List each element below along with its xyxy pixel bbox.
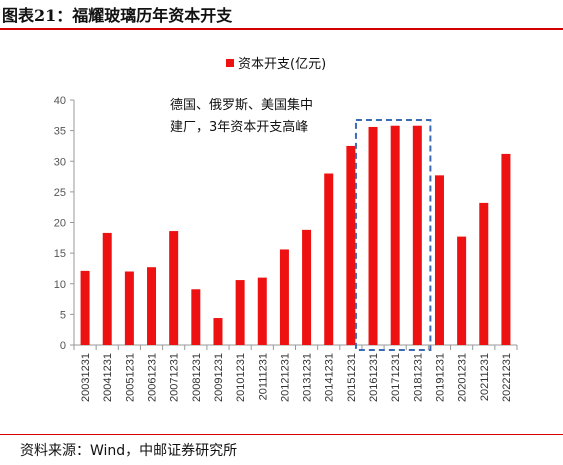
x-tick-label: 20181231 (412, 353, 424, 402)
bar (257, 277, 267, 345)
x-tick-label: 20161231 (368, 353, 380, 402)
source-note: 资料来源：Wind，中邮证券研究所 (20, 443, 238, 459)
x-tick-label: 20141231 (324, 353, 336, 402)
bar (235, 280, 245, 345)
x-tick-label: 20171231 (390, 353, 402, 402)
bar (147, 267, 157, 345)
annotation-line-2: 建厂，3年资本开支高峰 (170, 119, 308, 135)
x-tick-label: 20201231 (457, 353, 469, 402)
x-axis: 20031231 20041231 20051231 20061231 20071231… (73, 344, 518, 402)
x-tick-label: 20101231 (235, 353, 247, 402)
y-tick-label: 25 (54, 187, 66, 199)
legend-label: 资本开支(亿元) (238, 57, 326, 72)
y-tick-label: 5 (60, 309, 66, 321)
x-tick-label: 20191231 (434, 353, 446, 402)
bar (390, 125, 400, 345)
x-tick-label: 20081231 (191, 353, 203, 402)
bar (279, 249, 289, 345)
x-tick-label: 20051231 (124, 353, 136, 402)
annotation-line-1: 德国、俄罗斯、美国集中 (170, 97, 313, 113)
bar (191, 289, 201, 345)
y-tick-label: 35 (54, 126, 66, 138)
highlight-box (354, 119, 432, 351)
bar (124, 271, 134, 345)
legend-swatch (226, 59, 234, 67)
y-tick-label: 0 (60, 340, 66, 352)
bar (368, 126, 378, 345)
y-tick-label: 15 (54, 248, 66, 260)
x-tick-label: 20221231 (501, 353, 513, 402)
bar (169, 231, 179, 345)
figure-title: 图表21：福耀玻璃历年资本开支 (2, 6, 233, 25)
y-tick-label: 30 (54, 156, 66, 168)
bar (80, 270, 90, 345)
bar (346, 145, 356, 345)
bar (302, 229, 312, 345)
x-tick-label: 20061231 (147, 353, 159, 402)
y-axis: 0 5 10 15 20 25 30 35 40 (54, 95, 75, 352)
bar (412, 125, 422, 345)
bar (479, 202, 489, 345)
legend: 资本开支(亿元) (226, 57, 326, 72)
x-tick-label: 20071231 (169, 353, 181, 402)
bar (434, 175, 444, 345)
y-tick-label: 20 (54, 218, 66, 230)
bar (457, 236, 467, 345)
bar (102, 232, 112, 345)
bar (213, 318, 223, 345)
title-divider (0, 28, 563, 30)
bars (80, 125, 511, 345)
x-tick-label: 20131231 (302, 353, 314, 402)
bar (501, 153, 511, 345)
x-tick-label: 20121231 (279, 353, 291, 402)
bar (324, 173, 334, 345)
x-tick-label: 20151231 (346, 353, 358, 402)
x-tick-label: 20041231 (102, 353, 114, 402)
x-tick-label: 20091231 (213, 353, 225, 402)
x-tick-label: 20211231 (479, 353, 491, 401)
x-tick-label: 20111231 (257, 353, 269, 400)
x-tick-label: 20031231 (80, 353, 92, 402)
y-tick-label: 40 (54, 95, 66, 107)
y-tick-label: 10 (54, 279, 66, 291)
source-divider (0, 434, 563, 435)
